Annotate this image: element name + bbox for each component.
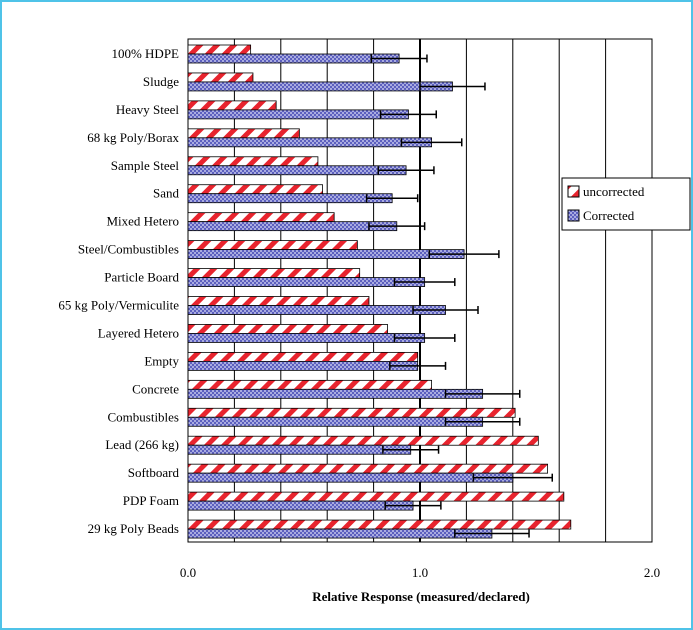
- x-axis-title: Relative Response (measured/declared): [312, 589, 530, 604]
- error-bar: [419, 82, 486, 91]
- category-label: 29 kg Poly Beads: [88, 521, 179, 536]
- bar-corrected: [187, 277, 426, 287]
- bar-uncorrected: [187, 156, 319, 167]
- error-bar: [379, 110, 437, 119]
- category-label: PDP Foam: [123, 493, 179, 508]
- bar-corrected: [187, 528, 493, 539]
- category-label: 68 kg Poly/Borax: [87, 130, 179, 145]
- bar-corrected: [187, 165, 407, 176]
- bar-uncorrected: [187, 44, 252, 55]
- category-label: 100% HDPE: [111, 46, 179, 61]
- bar-uncorrected: [187, 407, 516, 418]
- error-bar: [370, 54, 428, 63]
- x-tick-label: 1.0: [412, 565, 428, 580]
- category-label: Steel/Combustibles: [78, 242, 179, 257]
- bar-uncorrected: [187, 435, 539, 446]
- bar-uncorrected: [187, 72, 254, 83]
- bar-corrected: [187, 249, 465, 260]
- bar-corrected: [187, 193, 393, 204]
- x-tick-label: 2.0: [644, 565, 660, 580]
- x-tick-label: 0.0: [180, 565, 196, 580]
- category-label: 65 kg Poly/Vermiculite: [58, 297, 179, 312]
- bar-uncorrected: [187, 128, 300, 139]
- legend-box: [561, 177, 691, 231]
- bar-corrected: [187, 109, 409, 120]
- category-labels: 100% HDPE Sludge Heavy Steel 68 kg Poly/Bor…: [58, 46, 179, 536]
- category-label: Empty: [144, 353, 179, 368]
- error-bar: [454, 529, 530, 538]
- bar-corrected: [187, 360, 419, 371]
- category-label: Particle Board: [104, 270, 179, 285]
- legend-label-uncorrected: uncorrected: [583, 184, 645, 199]
- error-bar: [444, 389, 521, 398]
- bar-corrected: [187, 137, 433, 148]
- bar-corrected: [187, 305, 446, 315]
- bars: [187, 44, 572, 539]
- category-label: Concrete: [132, 381, 179, 396]
- bar-corrected: [187, 388, 484, 399]
- bar-uncorrected: [187, 351, 419, 362]
- legend-label-corrected: Corrected: [583, 208, 635, 223]
- error-bar: [428, 250, 500, 259]
- category-label: Heavy Steel: [116, 102, 180, 117]
- bar-corrected: [187, 333, 426, 343]
- bar-uncorrected: [187, 268, 361, 278]
- error-bar: [382, 445, 440, 454]
- error-bar: [400, 138, 463, 147]
- category-label: Mixed Hetero: [106, 214, 179, 229]
- bar-corrected: [187, 416, 484, 427]
- bar-uncorrected: [187, 212, 335, 223]
- gridlines: [233, 39, 607, 542]
- bar-corrected: [187, 221, 398, 232]
- category-label: Lead (266 kg): [105, 437, 179, 452]
- bar-uncorrected: [187, 184, 323, 195]
- bar-uncorrected: [187, 463, 549, 474]
- error-bar: [412, 306, 479, 314]
- error-bar: [377, 166, 435, 175]
- legend-swatch-corrected: [567, 209, 580, 222]
- legend: uncorrected Corrected: [561, 177, 691, 231]
- error-bar: [384, 501, 442, 510]
- legend-swatch-uncorrected: [567, 185, 580, 198]
- error-bar: [389, 361, 447, 370]
- error-bar: [368, 222, 426, 231]
- x-tick-labels: 0.0 1.0 2.0: [180, 565, 660, 580]
- bar-uncorrected: [187, 491, 565, 502]
- bar-corrected: [187, 81, 453, 92]
- category-label: Softboard: [128, 465, 180, 480]
- bar-corrected: [187, 472, 514, 483]
- category-label: Layered Hetero: [98, 325, 179, 340]
- error-bar: [393, 333, 456, 342]
- bar-uncorrected: [187, 100, 277, 111]
- category-label: Combustibles: [107, 409, 179, 424]
- bar-corrected: [187, 53, 400, 64]
- bar-uncorrected: [187, 296, 370, 306]
- error-bar: [444, 417, 521, 426]
- error-bar: [472, 473, 553, 482]
- bar-corrected: [187, 500, 414, 511]
- category-label: Sludge: [143, 74, 179, 89]
- bar-corrected: [187, 444, 412, 455]
- category-label: Sample Steel: [111, 158, 180, 173]
- bar-uncorrected: [187, 379, 433, 390]
- error-bar: [393, 278, 456, 287]
- bar-uncorrected: [187, 324, 388, 334]
- category-label: Sand: [153, 186, 180, 201]
- bar-uncorrected: [187, 519, 572, 530]
- error-bar: [365, 194, 419, 203]
- bar-uncorrected: [187, 240, 358, 251]
